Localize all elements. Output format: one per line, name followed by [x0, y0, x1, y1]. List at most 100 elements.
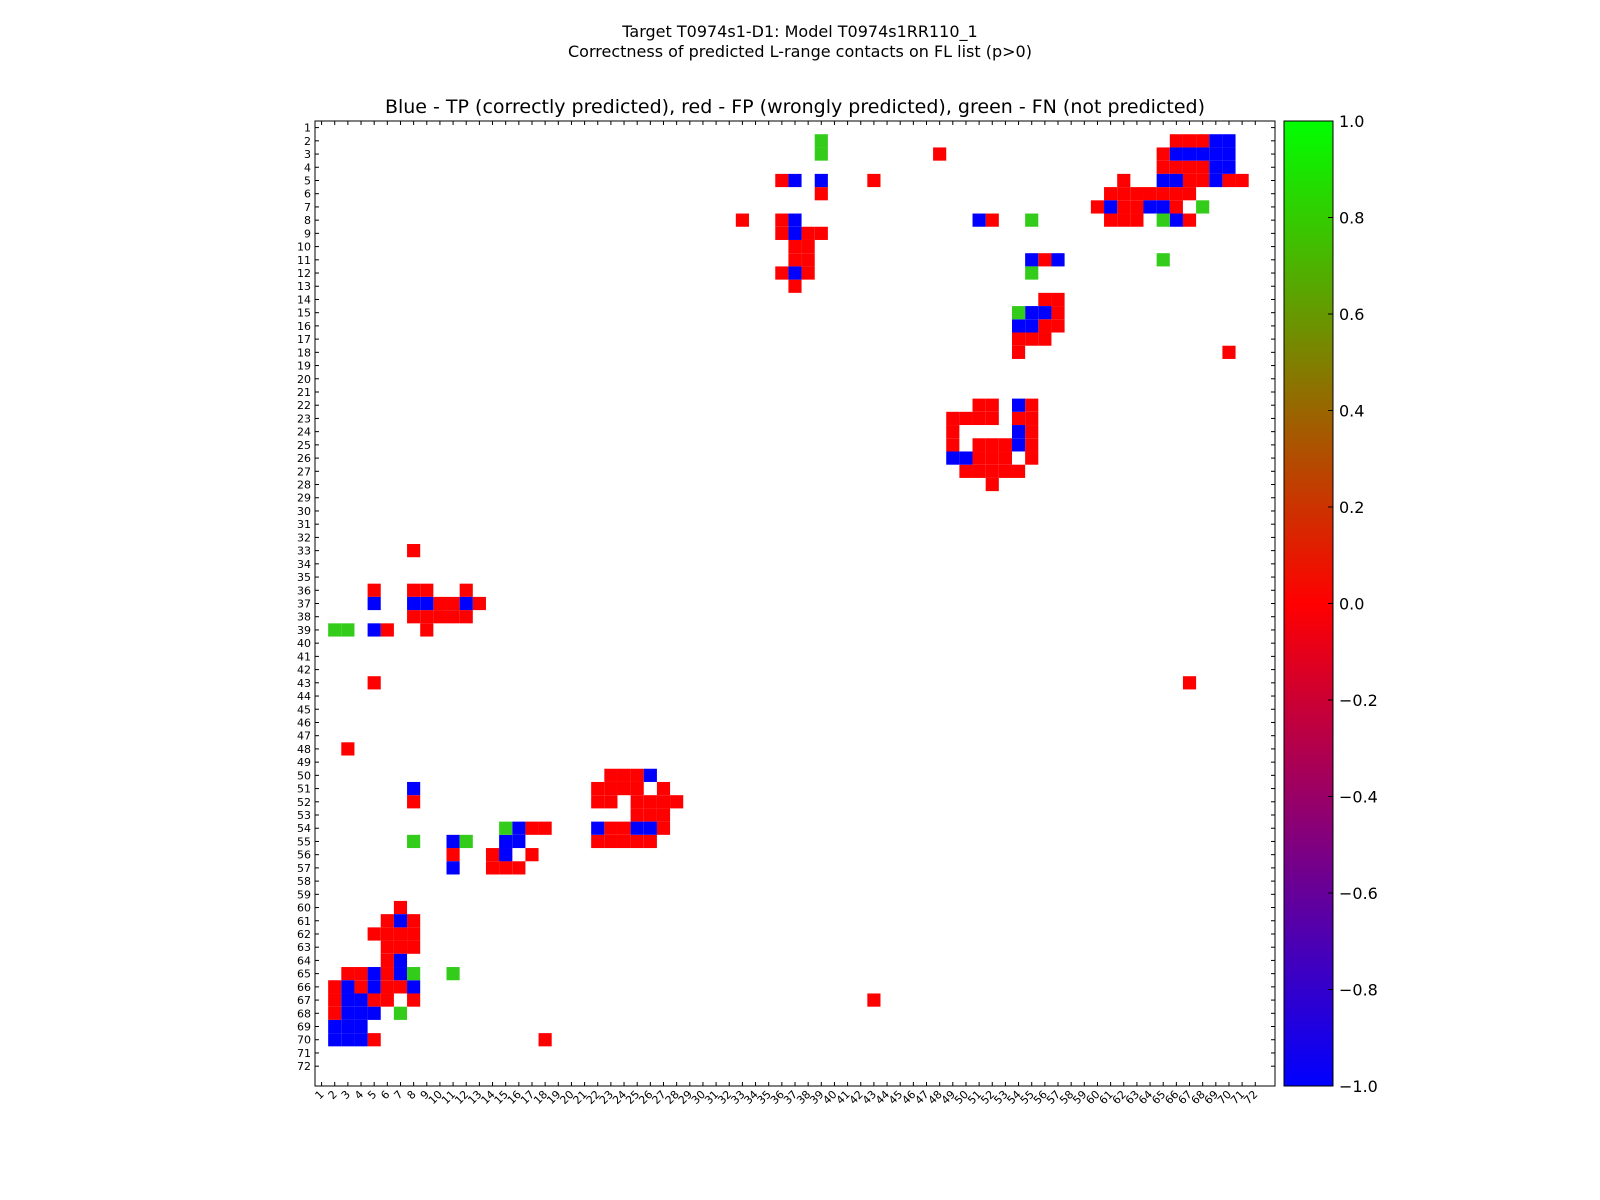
contact-cell-fp — [1130, 200, 1144, 214]
y-tick-label: 62 — [297, 928, 311, 941]
contact-cell-fp — [420, 583, 434, 597]
colorbar-tick-label: −0.4 — [1339, 788, 1378, 807]
contact-cell-fp — [512, 861, 526, 875]
contact-cell-fp — [1182, 134, 1197, 148]
contact-cell-fp — [407, 583, 421, 597]
colorbar-tick-label: 0.2 — [1339, 498, 1364, 517]
y-tick-label: 53 — [297, 809, 311, 822]
contact-cell-fp — [1182, 160, 1197, 174]
contact-cell-tp — [459, 596, 473, 611]
contact-cell-fp — [735, 213, 749, 227]
contact-cell-fp — [367, 676, 381, 690]
contact-cell-tp — [1156, 200, 1170, 214]
y-tick-label: 60 — [297, 902, 311, 915]
contact-cell-fp — [972, 464, 986, 478]
colorbar-tick-label: −0.8 — [1339, 981, 1378, 1000]
contact-cell-fp — [630, 795, 644, 809]
y-tick-label: 47 — [297, 730, 311, 743]
y-tick-label: 9 — [304, 227, 311, 240]
contact-cell-fp — [1182, 213, 1197, 227]
contact-cell-fp — [617, 834, 631, 849]
contact-cell-fn — [328, 623, 342, 637]
contact-cell-fp — [867, 993, 881, 1007]
contact-cell-fp — [407, 544, 421, 558]
y-tick-label: 63 — [297, 941, 311, 954]
contact-cell-tp — [407, 781, 421, 796]
contact-cell-tp — [393, 967, 408, 981]
contact-cells — [328, 134, 1249, 1047]
contact-cell-fp — [630, 808, 644, 822]
y-tick-label: 5 — [304, 174, 311, 187]
contact-cell-fp — [1025, 411, 1039, 426]
y-tick-label: 31 — [297, 518, 311, 531]
contact-cell-fp — [801, 239, 815, 254]
contact-cell-fp — [591, 834, 605, 849]
contact-cell-fp — [656, 781, 671, 796]
y-tick-label: 65 — [297, 968, 311, 981]
contact-cell-fn — [1011, 306, 1026, 320]
contact-cell-tp — [1011, 319, 1026, 333]
y-tick-label: 55 — [297, 835, 311, 848]
contact-cell-fn — [459, 834, 473, 849]
contact-cell-tp — [959, 451, 973, 465]
contact-cell-tp — [354, 1006, 368, 1020]
contact-cell-fp — [538, 821, 552, 835]
contact-cell-fp — [1156, 187, 1170, 201]
contact-cell-fp — [814, 187, 828, 201]
contact-cell-fp — [393, 980, 408, 994]
contact-cell-tp — [643, 768, 657, 782]
colorbar-tick-label: 0.4 — [1339, 402, 1364, 421]
y-tick-label: 38 — [297, 611, 311, 624]
contact-cell-fp — [985, 438, 999, 452]
x-tick-label: 2 — [326, 1088, 340, 1102]
contact-cell-fp — [328, 980, 342, 994]
y-tick-label: 46 — [297, 716, 311, 729]
contact-cell-tp — [788, 226, 802, 240]
contact-cell-fp — [1130, 213, 1144, 227]
contact-cell-fn — [1156, 213, 1170, 227]
contact-cell-fp — [1117, 173, 1131, 188]
contact-cell-tp — [1222, 147, 1236, 161]
contact-cell-fp — [1011, 464, 1026, 478]
x-tick-label: 1 — [313, 1088, 327, 1102]
contact-cell-fp — [985, 477, 999, 492]
y-tick-label: 23 — [297, 412, 311, 425]
contact-cell-fp — [604, 768, 618, 782]
contact-cell-tp — [512, 834, 526, 849]
y-tick-label: 13 — [297, 280, 311, 293]
y-tick-label: 16 — [297, 320, 311, 333]
contact-cell-fp — [630, 781, 644, 796]
contact-cell-fp — [341, 967, 355, 981]
contact-cell-fp — [1222, 345, 1236, 359]
contact-cell-fp — [380, 980, 394, 994]
contact-cell-fp — [972, 438, 986, 452]
y-tick-label: 29 — [297, 492, 311, 505]
contact-cell-fp — [1156, 160, 1170, 174]
y-tick-label: 69 — [297, 1021, 311, 1034]
contact-cell-tp — [1222, 160, 1236, 174]
colorbar-tick-label: −1.0 — [1339, 1077, 1378, 1096]
contact-cell-fp — [380, 967, 394, 981]
contact-cell-fp — [407, 795, 421, 809]
contact-cell-fp — [1196, 160, 1210, 174]
contact-cell-fp — [328, 993, 342, 1007]
contact-cell-fp — [775, 266, 789, 280]
contact-cell-fp — [946, 411, 960, 426]
contact-cell-tp — [1209, 160, 1223, 174]
contact-cell-fp — [328, 1006, 342, 1020]
contact-cell-fp — [985, 464, 999, 478]
contact-cell-fp — [1143, 187, 1157, 201]
x-tick-label: 72 — [1241, 1088, 1260, 1107]
contact-cell-tp — [354, 993, 368, 1007]
contact-cell-fp — [1038, 332, 1052, 346]
y-tick-label: 48 — [297, 743, 311, 756]
contact-cell-fp — [801, 226, 815, 240]
contact-cell-fp — [380, 993, 394, 1007]
contact-cell-tp — [407, 596, 421, 611]
contact-cell-tp — [630, 821, 644, 835]
contact-cell-fp — [433, 610, 447, 624]
x-tick-label: 6 — [378, 1088, 392, 1102]
contact-cell-tp — [512, 821, 526, 835]
contact-cell-fp — [604, 834, 618, 849]
y-tick-label: 19 — [297, 360, 311, 373]
